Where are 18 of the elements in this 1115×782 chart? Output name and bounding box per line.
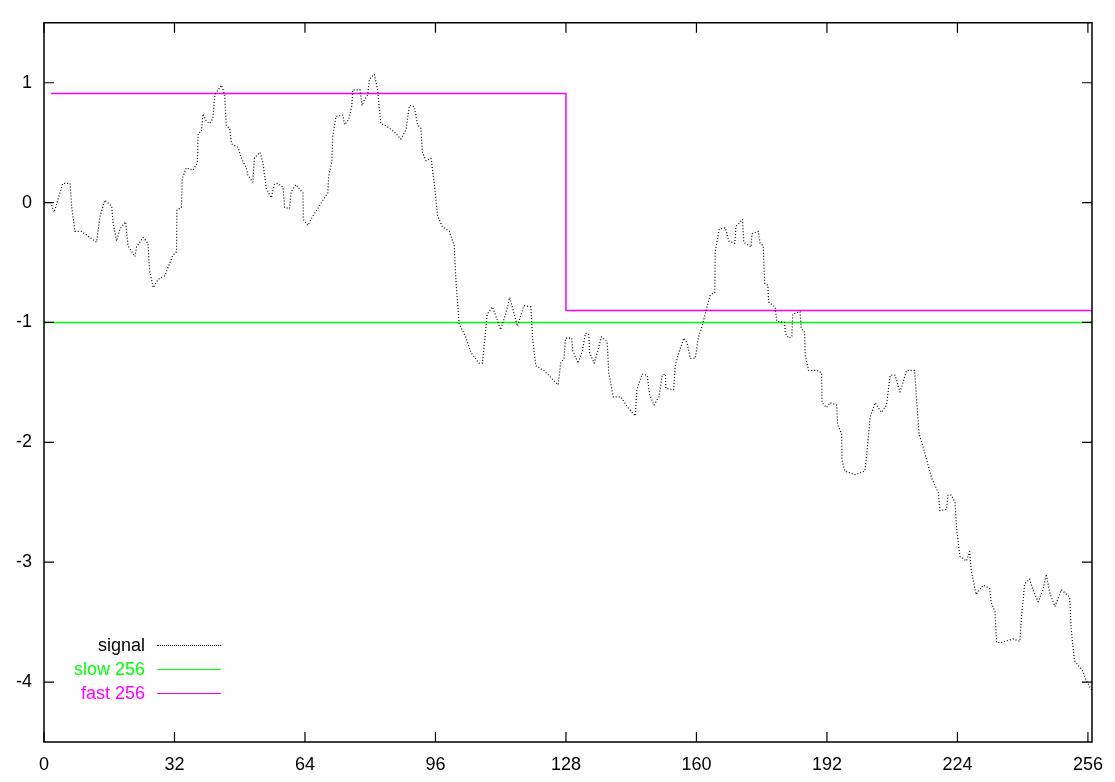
legend-label: slow 256 bbox=[74, 658, 146, 680]
legend-label: signal bbox=[97, 634, 146, 656]
y-tick-label: 0 bbox=[21, 191, 32, 212]
x-tick-label: 224 bbox=[942, 753, 973, 774]
x-tick-label: 256 bbox=[1072, 753, 1103, 774]
x-tick-label: 128 bbox=[550, 753, 581, 774]
x-tick-label: 64 bbox=[294, 753, 315, 774]
y-tick-label: -1 bbox=[15, 311, 32, 332]
x-tick-label: 192 bbox=[811, 753, 842, 774]
legend-label: fast 256 bbox=[80, 682, 146, 704]
y-tick-label: -4 bbox=[15, 671, 32, 692]
y-tick-label: -3 bbox=[15, 551, 32, 572]
x-tick-label: 0 bbox=[38, 753, 50, 774]
y-tick-label: 1 bbox=[21, 71, 32, 92]
y-tick-label: -2 bbox=[15, 431, 32, 452]
x-tick-label: 32 bbox=[164, 753, 185, 774]
x-tick-label: 96 bbox=[425, 753, 446, 774]
x-tick-label: 160 bbox=[681, 753, 712, 774]
